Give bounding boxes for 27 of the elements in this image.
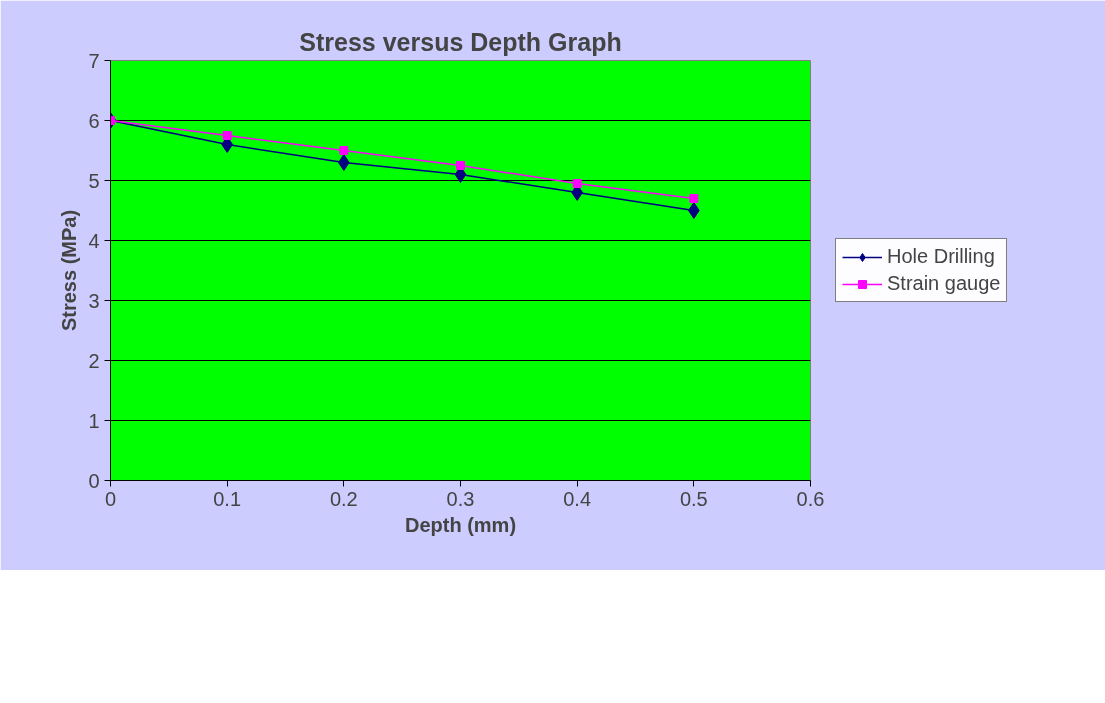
point [689, 194, 699, 203]
y-tick-label: 3 [88, 289, 100, 312]
x-tick-label: 0 [104, 487, 117, 510]
y-tick-label: 2 [88, 349, 100, 372]
x-tick-label: 0.5 [679, 487, 708, 510]
x-tick-label: 0.1 [213, 487, 242, 510]
point [338, 154, 350, 171]
y-tick-label: 7 [88, 49, 100, 72]
point [456, 161, 465, 170]
x-tick-label: 0.6 [796, 487, 825, 510]
y-axis-title: Stress (MPa) [58, 209, 81, 332]
point [688, 202, 700, 219]
point [572, 179, 582, 188]
legend-label: Strain gauge [887, 272, 1001, 295]
point [222, 131, 232, 140]
y-tick-label: 5 [88, 169, 100, 192]
x-axis-title: Depth (mm) [404, 513, 517, 536]
chart-title: Stress versus Depth Graph [299, 27, 622, 56]
y-tick-label: 1 [88, 409, 100, 432]
point [339, 146, 349, 155]
y-tick-label: 6 [88, 109, 100, 132]
x-tick-label: 0.4 [563, 487, 592, 510]
y-tick-label: 4 [88, 229, 100, 252]
x-tick-label: 0.3 [446, 487, 475, 510]
legend-label: Hole Drilling [887, 245, 995, 268]
x-tick-label: 0.2 [329, 487, 358, 510]
y-tick-label: 0 [88, 469, 100, 492]
